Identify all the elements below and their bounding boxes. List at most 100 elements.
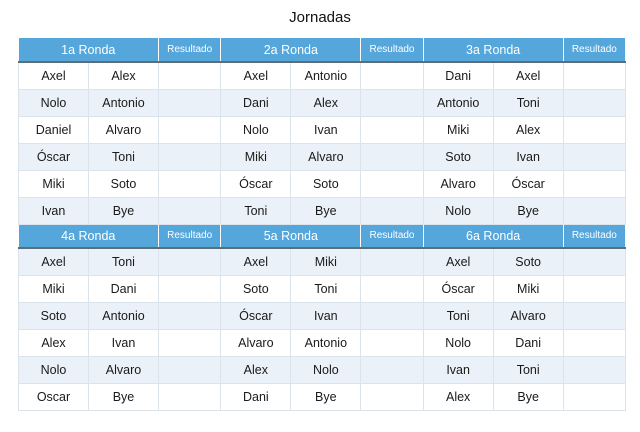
player-cell: Axel [220,61,292,90]
player-cell: Alvaro [422,169,494,198]
rounds-table: 1a Ronda Resultado 2a Ronda Resultado 3a… [18,38,627,411]
match-row: Alex Ivan Alvaro Antonio Nolo Dani [18,328,627,357]
player-cell: Toni [88,247,159,276]
result-header: Resultado [360,38,424,63]
result-header: Resultado [563,224,627,249]
result-cell [562,142,627,171]
result-header: Resultado [563,38,627,63]
player-cell: Bye [492,382,564,411]
player-cell: Soto [492,247,564,276]
player-cell: Dani [220,382,292,411]
player-cell: Ivan [422,355,494,384]
player-cell: Nolo [18,355,89,384]
result-cell [562,328,627,357]
player-cell: Alex [422,382,494,411]
player-cell: Antonio [88,88,159,117]
player-cell: Alvaro [88,355,159,384]
result-cell [562,355,627,384]
result-cell [157,382,222,411]
player-cell: Antonio [290,328,362,357]
round-header-4a-ronda: 4a Ronda [18,224,159,249]
result-cell [360,247,424,276]
round-header-2a-ronda: 2a Ronda [220,38,362,63]
player-cell: Toni [492,88,564,117]
result-cell [562,382,627,411]
player-cell: Ivan [492,142,564,171]
match-row: Ivan Bye Toni Bye Nolo Bye [18,196,627,225]
result-cell [562,169,627,198]
player-cell: Alex [18,328,89,357]
player-cell: Bye [492,196,564,225]
result-cell [157,169,222,198]
rounds-band-1: 1a Ronda Resultado 2a Ronda Resultado 3a… [18,38,627,225]
player-cell: Alvaro [88,115,159,144]
page-title: Jornadas [289,9,351,26]
result-cell [562,247,627,276]
player-cell: Toni [88,142,159,171]
player-cell: Antonio [290,61,362,90]
result-cell [562,301,627,330]
result-cell [360,196,424,225]
player-cell: Bye [88,382,159,411]
player-cell: Antonio [88,301,159,330]
result-cell [157,328,222,357]
match-row: Axel Toni Axel Miki Axel Soto [18,247,627,276]
match-row: Soto Antonio Óscar Ivan Toni Alvaro [18,301,627,330]
result-cell [562,115,627,144]
player-cell: Dani [88,274,159,303]
result-cell [562,61,627,90]
result-cell [360,169,424,198]
rounds-band-2: 4a Ronda Resultado 5a Ronda Resultado 6a… [18,224,627,411]
result-cell [360,328,424,357]
player-cell: Soto [88,169,159,198]
result-cell [562,196,627,225]
result-cell [157,115,222,144]
player-cell: Toni [492,355,564,384]
player-cell: Alvaro [492,301,564,330]
player-cell: Óscar [492,169,564,198]
player-cell: Alex [290,88,362,117]
result-cell [360,301,424,330]
player-cell: Miki [18,169,89,198]
player-cell: Axel [220,247,292,276]
match-row: Miki Soto Óscar Soto Alvaro Óscar [18,169,627,198]
player-cell: Óscar [422,274,494,303]
result-cell [157,301,222,330]
player-cell: Óscar [220,301,292,330]
result-cell [360,115,424,144]
player-cell: Alvaro [220,328,292,357]
result-cell [360,274,424,303]
result-cell [157,355,222,384]
player-cell: Axel [18,247,89,276]
round-header-1a-ronda: 1a Ronda [18,38,159,63]
player-cell: Axel [422,247,494,276]
round-header-row: 4a Ronda Resultado 5a Ronda Resultado 6a… [18,224,627,249]
player-cell: Alex [88,61,159,90]
player-cell: Miki [492,274,564,303]
player-cell: Nolo [18,88,89,117]
match-row: Nolo Alvaro Alex Nolo Ivan Toni [18,355,627,384]
result-cell [360,88,424,117]
player-cell: Ivan [18,196,89,225]
player-cell: Oscar [18,382,89,411]
match-row: Daniel Alvaro Nolo Ivan Miki Alex [18,115,627,144]
match-row: Axel Alex Axel Antonio Dani Axel [18,61,627,90]
result-cell [157,88,222,117]
player-cell: Daniel [18,115,89,144]
player-cell: Nolo [290,355,362,384]
player-cell: Óscar [220,169,292,198]
result-cell [360,142,424,171]
result-header: Resultado [158,224,222,249]
round-header-5a-ronda: 5a Ronda [220,224,362,249]
result-cell [360,382,424,411]
result-cell [157,196,222,225]
round-header-6a-ronda: 6a Ronda [423,224,564,249]
player-cell: Axel [18,61,89,90]
match-row: Óscar Toni Miki Alvaro Soto Ivan [18,142,627,171]
match-row: Oscar Bye Dani Bye Alex Bye [18,382,627,411]
player-cell: Soto [422,142,494,171]
player-cell: Bye [290,382,362,411]
result-cell [157,61,222,90]
result-cell [157,247,222,276]
player-cell: Axel [492,61,564,90]
